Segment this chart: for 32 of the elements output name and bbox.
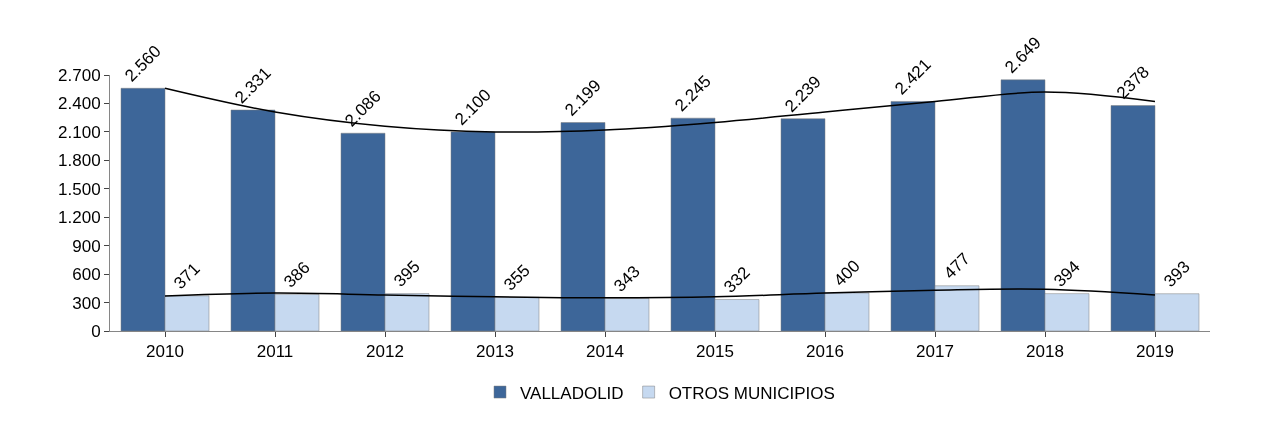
data-label: 343 xyxy=(610,261,644,296)
x-tick-label: 2011 xyxy=(256,342,294,362)
y-tick-label: 1.200 xyxy=(58,208,101,228)
y-tick-label: 1.800 xyxy=(58,151,101,171)
legend-label: VALLADOLID xyxy=(520,383,624,403)
y-tick-label: 0 xyxy=(91,321,101,341)
x-tick-label: 2016 xyxy=(806,342,844,362)
data-label: 400 xyxy=(830,256,864,291)
x-tick-label: 2013 xyxy=(476,342,514,362)
x-tick-label: 2018 xyxy=(1026,342,1064,362)
legend-label: OTROS MUNICIPIOS xyxy=(668,383,835,403)
data-label: 394 xyxy=(1050,257,1084,291)
x-tick-label: 2017 xyxy=(916,342,954,362)
data-label: 355 xyxy=(500,260,534,295)
x-tick-label: 2015 xyxy=(696,342,734,362)
data-label: 477 xyxy=(940,249,974,283)
x-tick-label: 2014 xyxy=(586,342,624,362)
data-label: 395 xyxy=(390,257,424,291)
y-tick-label: 600 xyxy=(72,265,101,285)
y-tick-label: 900 xyxy=(72,236,101,256)
y-tick-label: 300 xyxy=(72,293,101,313)
y-tick-label: 2.400 xyxy=(58,94,101,114)
data-label: 371 xyxy=(170,259,204,293)
y-tick-label: 1.500 xyxy=(58,179,101,199)
data-label: 393 xyxy=(1160,257,1194,291)
y-tick-label: 2.100 xyxy=(58,122,101,142)
y-tick-label: 2.700 xyxy=(58,65,101,85)
x-tick-label: 2010 xyxy=(146,342,184,362)
x-tick-label: 2019 xyxy=(1136,342,1174,362)
data-label: 332 xyxy=(720,263,754,297)
x-tick-label: 2012 xyxy=(366,342,404,362)
data-label: 386 xyxy=(280,257,314,292)
